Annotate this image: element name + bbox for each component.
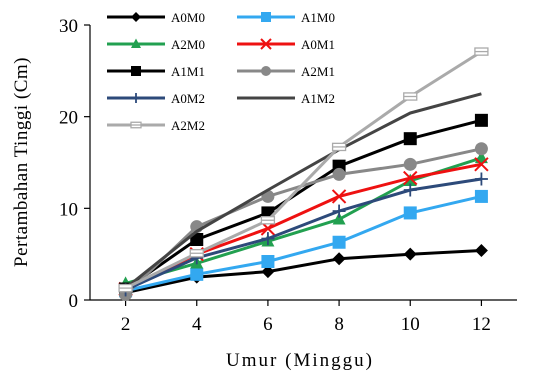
data-point	[403, 132, 417, 146]
y-axis-label: Pertambahan Tinggi (Cm)	[11, 57, 32, 267]
series-line	[124, 177, 482, 292]
legend-item-a0m0: A0M0	[107, 10, 205, 25]
x-tick-label: 4	[192, 314, 202, 335]
legend-label: A0M1	[301, 37, 335, 52]
series-a2m1	[119, 142, 488, 301]
data-point	[403, 247, 417, 261]
legend-marker	[131, 38, 141, 48]
data-point	[474, 157, 489, 172]
series	[118, 47, 489, 301]
legend-marker	[261, 66, 271, 76]
legend-label: A2M1	[301, 64, 335, 79]
legend-marker	[131, 66, 141, 76]
x-axis-label: Umur (Minggu)	[226, 350, 374, 371]
legend-item-a1m0: A1M0	[237, 10, 335, 25]
data-point	[261, 265, 275, 279]
legend-item-a0m2: A0M2	[107, 91, 205, 106]
data-point	[331, 189, 347, 204]
legend-item-a2m1: A2M1	[237, 64, 335, 79]
series-line	[124, 50, 483, 290]
legend-label: A1M0	[301, 10, 335, 25]
legend-label: A2M0	[171, 37, 205, 52]
data-point	[260, 216, 276, 225]
data-point	[118, 283, 133, 293]
data-point	[403, 173, 417, 187]
axes	[89, 25, 517, 301]
series-a1m0	[119, 189, 488, 298]
legend-marker	[131, 93, 141, 103]
legend-label: A0M0	[171, 10, 205, 25]
data-point	[190, 233, 204, 246]
data-point	[403, 157, 417, 171]
data-point	[189, 249, 204, 258]
data-point	[332, 252, 346, 266]
legend: A0M0 A1M0 A2M0 A0M1 A1M1 A2M1 A0M2 A1M2 A2M2	[107, 10, 335, 133]
data-point	[403, 170, 418, 186]
series-line	[124, 118, 482, 291]
series-a1m2	[124, 92, 482, 290]
legend-label: A0M2	[171, 91, 205, 106]
x-tick-label: 8	[334, 314, 344, 335]
series-line	[125, 194, 482, 293]
data-point	[474, 47, 489, 56]
y-tick-label: 20	[59, 108, 78, 129]
legend-label: A1M2	[301, 91, 335, 106]
legend-label: A2M2	[171, 118, 205, 133]
data-point	[190, 267, 204, 281]
y-tick-label: 30	[59, 16, 78, 37]
data-point	[403, 206, 417, 220]
series-line	[124, 92, 482, 290]
x-tick-label: 2	[121, 314, 131, 335]
data-point	[474, 142, 488, 156]
data-point	[332, 235, 346, 249]
data-point	[474, 172, 488, 186]
legend-marker	[260, 38, 272, 50]
data-point	[474, 189, 488, 203]
ticks: 0 10 20 30 2 4 6 8 10 12	[59, 16, 491, 335]
x-tick-label: 10	[401, 314, 420, 335]
data-point	[332, 204, 346, 218]
legend-item-a1m2: A1M2	[237, 91, 335, 106]
y-tick-label: 0	[69, 291, 79, 312]
series-line	[125, 249, 482, 295]
legend-item-a2m2: A2M2	[107, 118, 205, 133]
data-point	[403, 183, 417, 197]
legend-item-a0m1: A0M1	[237, 37, 335, 52]
series-a0m1	[118, 157, 489, 297]
data-point	[474, 244, 488, 257]
data-point	[474, 113, 488, 127]
data-point	[332, 167, 346, 181]
legend-marker	[131, 12, 141, 22]
data-point	[261, 232, 275, 246]
y-tick-label: 10	[59, 199, 78, 220]
x-tick-label: 12	[472, 314, 491, 335]
legend-marker	[130, 121, 142, 129]
data-point	[261, 255, 275, 268]
legend-item-a1m1: A1M1	[107, 64, 205, 79]
legend-label: A1M1	[171, 64, 205, 79]
series-a2m2	[118, 47, 489, 293]
data-point	[332, 212, 346, 225]
legend-marker	[261, 12, 271, 22]
data-point	[331, 142, 347, 152]
x-tick-label: 6	[263, 314, 273, 335]
data-point	[403, 92, 418, 101]
legend-item-a2m0: A2M0	[107, 37, 205, 52]
